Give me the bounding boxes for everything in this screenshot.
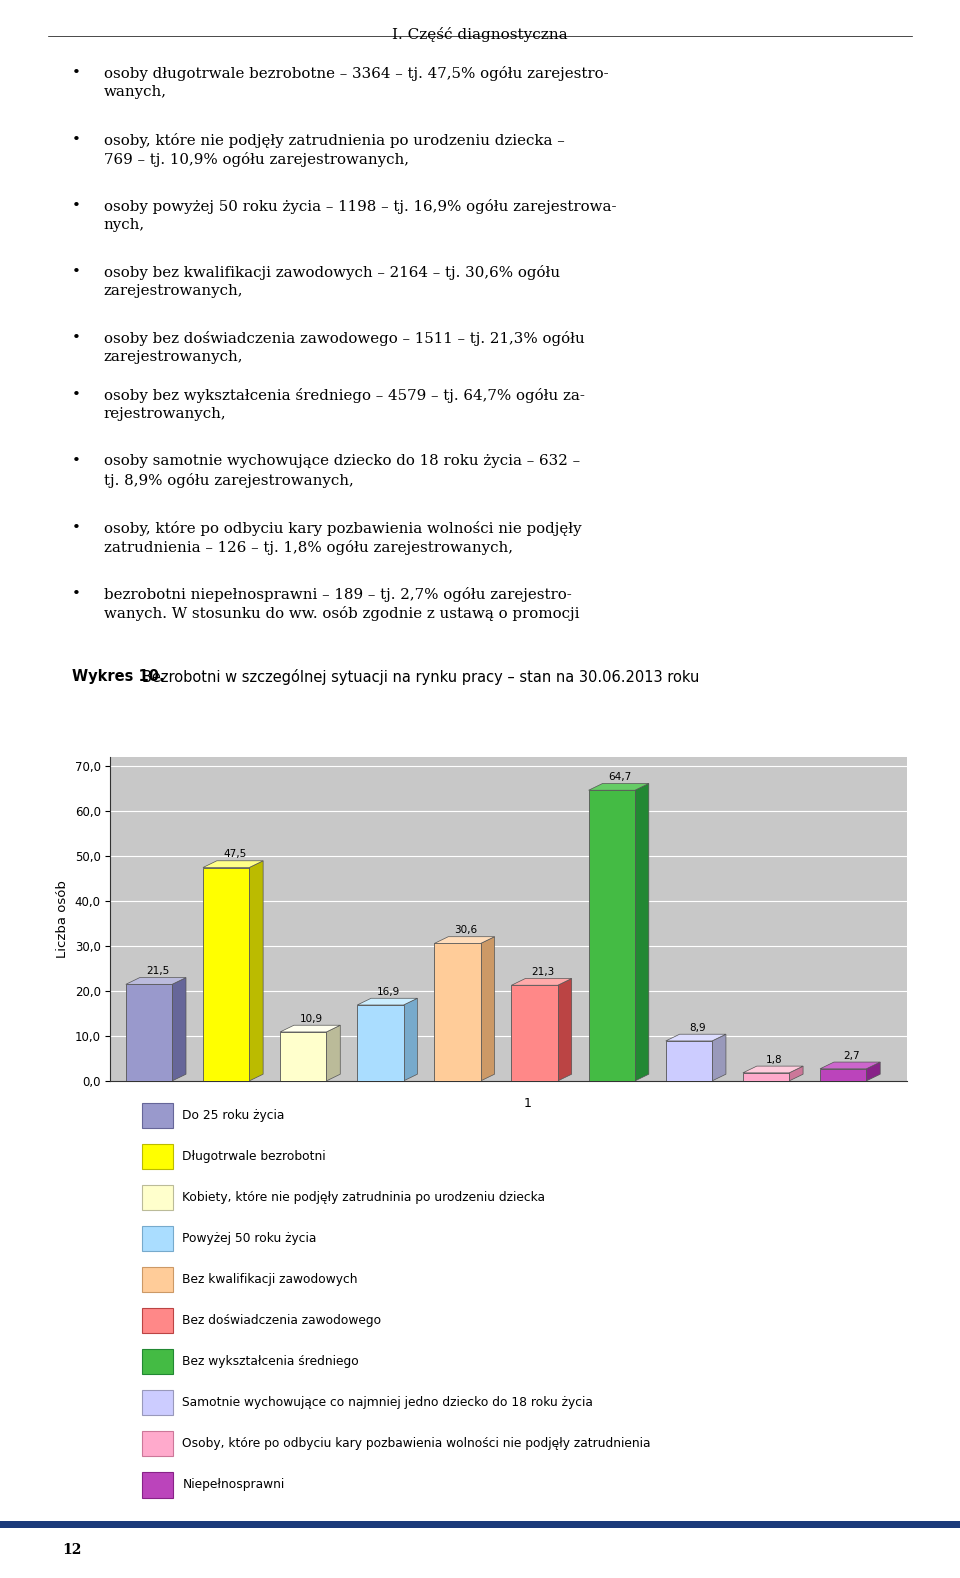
Polygon shape [820, 1062, 880, 1068]
Text: 10,9: 10,9 [300, 1015, 324, 1024]
Text: Powyżej 50 roku życia: Powyżej 50 roku życia [182, 1232, 317, 1245]
Text: •: • [72, 388, 81, 402]
Text: osoby samotnie wychowujące dziecko do 18 roku życia – 632 –
tj. 8,9% ogółu zarej: osoby samotnie wychowujące dziecko do 18… [104, 454, 580, 488]
Text: •: • [72, 587, 81, 601]
Text: •: • [72, 66, 81, 80]
Text: 21,3: 21,3 [532, 967, 555, 977]
Y-axis label: Liczba osób: Liczba osób [56, 881, 69, 958]
Polygon shape [789, 1067, 804, 1081]
Bar [666, 1041, 712, 1081]
Text: •: • [72, 521, 81, 535]
Polygon shape [203, 860, 263, 868]
Polygon shape [172, 978, 186, 1081]
Bar [820, 1068, 866, 1081]
Polygon shape [434, 937, 494, 944]
Text: •: • [72, 133, 81, 147]
Polygon shape [280, 1026, 340, 1032]
Polygon shape [635, 784, 649, 1081]
Polygon shape [666, 1034, 726, 1041]
Text: 30,6: 30,6 [454, 925, 477, 936]
Text: I. Część diagnostyczna: I. Część diagnostyczna [393, 27, 567, 43]
Polygon shape [126, 978, 186, 985]
Text: osoby bez wykształcenia średniego – 4579 – tj. 64,7% ogółu za-
rejestrowanych,: osoby bez wykształcenia średniego – 4579… [104, 388, 585, 421]
Text: 12: 12 [62, 1543, 82, 1556]
Text: •: • [72, 199, 81, 213]
Bar [203, 868, 250, 1081]
Text: Bezrobotni w szczególnej sytuacji na rynku pracy – stan na 30.06.2013 roku: Bezrobotni w szczególnej sytuacji na ryn… [142, 669, 700, 685]
Bar [126, 985, 172, 1081]
Polygon shape [250, 860, 263, 1081]
Polygon shape [481, 937, 494, 1081]
Text: 64,7: 64,7 [609, 772, 632, 783]
Bar [357, 1005, 403, 1081]
Text: Wykres 10.: Wykres 10. [72, 669, 164, 685]
Text: Bez wykształcenia średniego: Bez wykształcenia średniego [182, 1356, 359, 1368]
Text: Długotrwale bezrobotni: Długotrwale bezrobotni [182, 1150, 326, 1163]
Bar [512, 985, 558, 1081]
Bar [588, 791, 635, 1081]
Text: bezrobotni niepełnosprawni – 189 – tj. 2,7% ogółu zarejestro-
wanych. W stosunku: bezrobotni niepełnosprawni – 189 – tj. 2… [104, 587, 579, 622]
Text: osoby, które po odbyciu kary pozbawienia wolności nie podjęły
zatrudnienia – 126: osoby, które po odbyciu kary pozbawienia… [104, 521, 582, 555]
Text: osoby bez kwalifikacji zawodowych – 2164 – tj. 30,6% ogółu
zarejestrowanych,: osoby bez kwalifikacji zawodowych – 2164… [104, 265, 560, 298]
Text: 2,7: 2,7 [843, 1051, 860, 1060]
Text: Niepełnosprawni: Niepełnosprawni [182, 1479, 285, 1491]
Text: 1,8: 1,8 [766, 1054, 782, 1065]
Text: osoby bez doświadczenia zawodowego – 1511 – tj. 21,3% ogółu
zarejestrowanych,: osoby bez doświadczenia zawodowego – 151… [104, 331, 585, 365]
Bar [280, 1032, 326, 1081]
Text: Bez doświadczenia zawodowego: Bez doświadczenia zawodowego [182, 1314, 381, 1327]
Polygon shape [512, 978, 571, 985]
Text: 1: 1 [524, 1097, 532, 1109]
Bar [743, 1073, 789, 1081]
Text: •: • [72, 454, 81, 469]
Text: 47,5: 47,5 [223, 849, 246, 860]
Text: 21,5: 21,5 [146, 966, 169, 977]
Text: Do 25 roku życia: Do 25 roku życia [182, 1109, 285, 1122]
Polygon shape [403, 999, 418, 1081]
Text: osoby długotrwale bezrobotne – 3364 – tj. 47,5% ogółu zarejestro-
wanych,: osoby długotrwale bezrobotne – 3364 – tj… [104, 66, 609, 99]
Polygon shape [588, 784, 649, 791]
Text: Samotnie wychowujące co najmniej jedno dziecko do 18 roku życia: Samotnie wychowujące co najmniej jedno d… [182, 1397, 593, 1409]
Polygon shape [743, 1067, 804, 1073]
Polygon shape [866, 1062, 880, 1081]
Text: Bez kwalifikacji zawodowych: Bez kwalifikacji zawodowych [182, 1273, 358, 1286]
Text: osoby powyżej 50 roku życia – 1198 – tj. 16,9% ogółu zarejestrowa-
nych,: osoby powyżej 50 roku życia – 1198 – tj.… [104, 199, 616, 232]
Polygon shape [558, 978, 571, 1081]
Text: Osoby, które po odbyciu kary pozbawienia wolności nie podjęły zatrudnienia: Osoby, które po odbyciu kary pozbawienia… [182, 1438, 651, 1450]
Polygon shape [326, 1026, 340, 1081]
Polygon shape [712, 1034, 726, 1081]
Text: 16,9: 16,9 [377, 986, 400, 997]
Bar [434, 944, 481, 1081]
Polygon shape [357, 999, 418, 1005]
Text: 8,9: 8,9 [689, 1023, 706, 1034]
Text: osoby, które nie podjęły zatrudnienia po urodzeniu dziecka –
769 – tj. 10,9% ogó: osoby, które nie podjęły zatrudnienia po… [104, 133, 564, 167]
Text: Kobiety, które nie podjęły zatrudninia po urodzeniu dziecka: Kobiety, które nie podjęły zatrudninia p… [182, 1191, 545, 1204]
Text: •: • [72, 265, 81, 279]
Text: •: • [72, 331, 81, 346]
